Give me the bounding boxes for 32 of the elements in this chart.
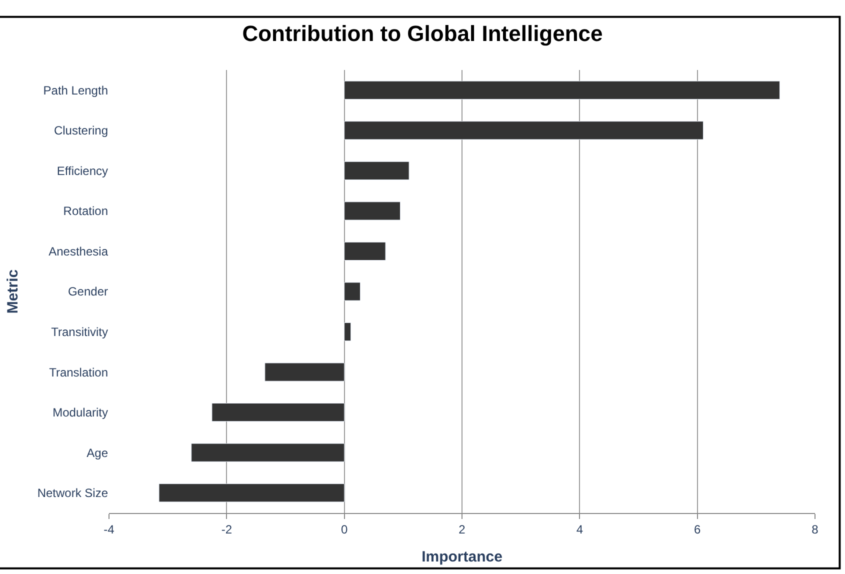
y-tick-label: Rotation <box>63 204 108 218</box>
bar <box>344 242 386 261</box>
y-tick-label: Network Size <box>37 486 108 500</box>
x-tick-label: 4 <box>576 522 584 536</box>
bar <box>212 403 345 422</box>
x-tick-label: -2 <box>221 522 232 536</box>
y-tick-label: Age <box>86 446 108 460</box>
x-tick-label: 0 <box>340 522 348 536</box>
y-tick-label: Clustering <box>54 124 108 138</box>
y-tick-label: Translation <box>49 365 108 380</box>
x-tick-label: -4 <box>104 522 115 536</box>
bar <box>344 121 704 140</box>
bar <box>158 484 345 502</box>
chart-title: Contribution to Global Intelligence <box>242 21 603 46</box>
x-axis-title: Importance <box>422 548 502 566</box>
bar <box>264 362 345 382</box>
bar <box>344 80 780 100</box>
x-tick-label: 2 <box>458 522 466 536</box>
bar <box>191 443 345 462</box>
bar <box>344 202 400 220</box>
x-tick-label: 6 <box>694 522 701 536</box>
x-tick-label: 8 <box>812 522 819 536</box>
y-tick-label: Transitivity <box>51 324 108 339</box>
y-tick-label: Anesthesia <box>48 244 108 258</box>
bar <box>344 322 352 342</box>
y-tick-label: Path Length <box>43 83 108 98</box>
y-tick-label: Modularity <box>52 406 108 420</box>
bar <box>344 161 410 180</box>
y-tick-label: Gender <box>68 284 108 299</box>
y-axis-title: Metric <box>4 269 22 314</box>
bar <box>344 282 360 301</box>
y-tick-label: Efficiency <box>56 164 108 178</box>
